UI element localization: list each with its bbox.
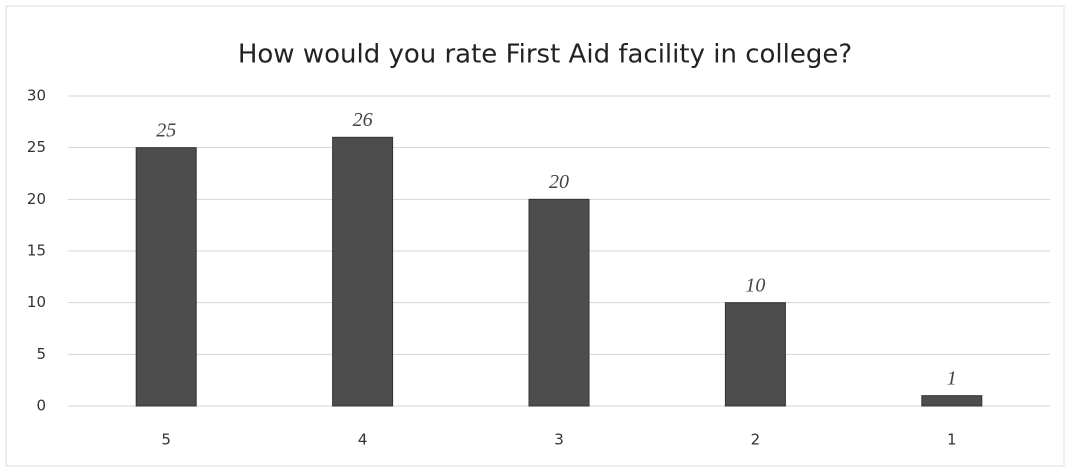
y-tick-label: 5 [36,345,46,363]
bar [332,136,394,407]
y-tick-label: 15 [27,242,46,260]
data-label: 26 [353,109,373,131]
bar [724,302,786,407]
y-tick-label: 20 [27,190,46,208]
chart-title: How would you rate First Aid facility in… [238,40,852,70]
y-tick-label: 0 [36,397,46,415]
data-label: 1 [947,367,957,389]
x-tick-label: 3 [554,431,564,449]
y-tick-label: 25 [27,138,46,156]
y-tick-label: 30 [27,87,46,105]
data-label: 20 [549,171,569,193]
bar [528,198,590,407]
x-tick-label: 2 [751,431,761,449]
x-tick-label: 4 [358,431,368,449]
bar [135,147,197,407]
y-tick-label: 10 [27,293,46,311]
data-label: 10 [745,274,765,296]
x-tick-label: 1 [947,431,957,449]
data-label: 25 [156,119,176,141]
bar [921,395,983,407]
x-tick-label: 5 [161,431,171,449]
